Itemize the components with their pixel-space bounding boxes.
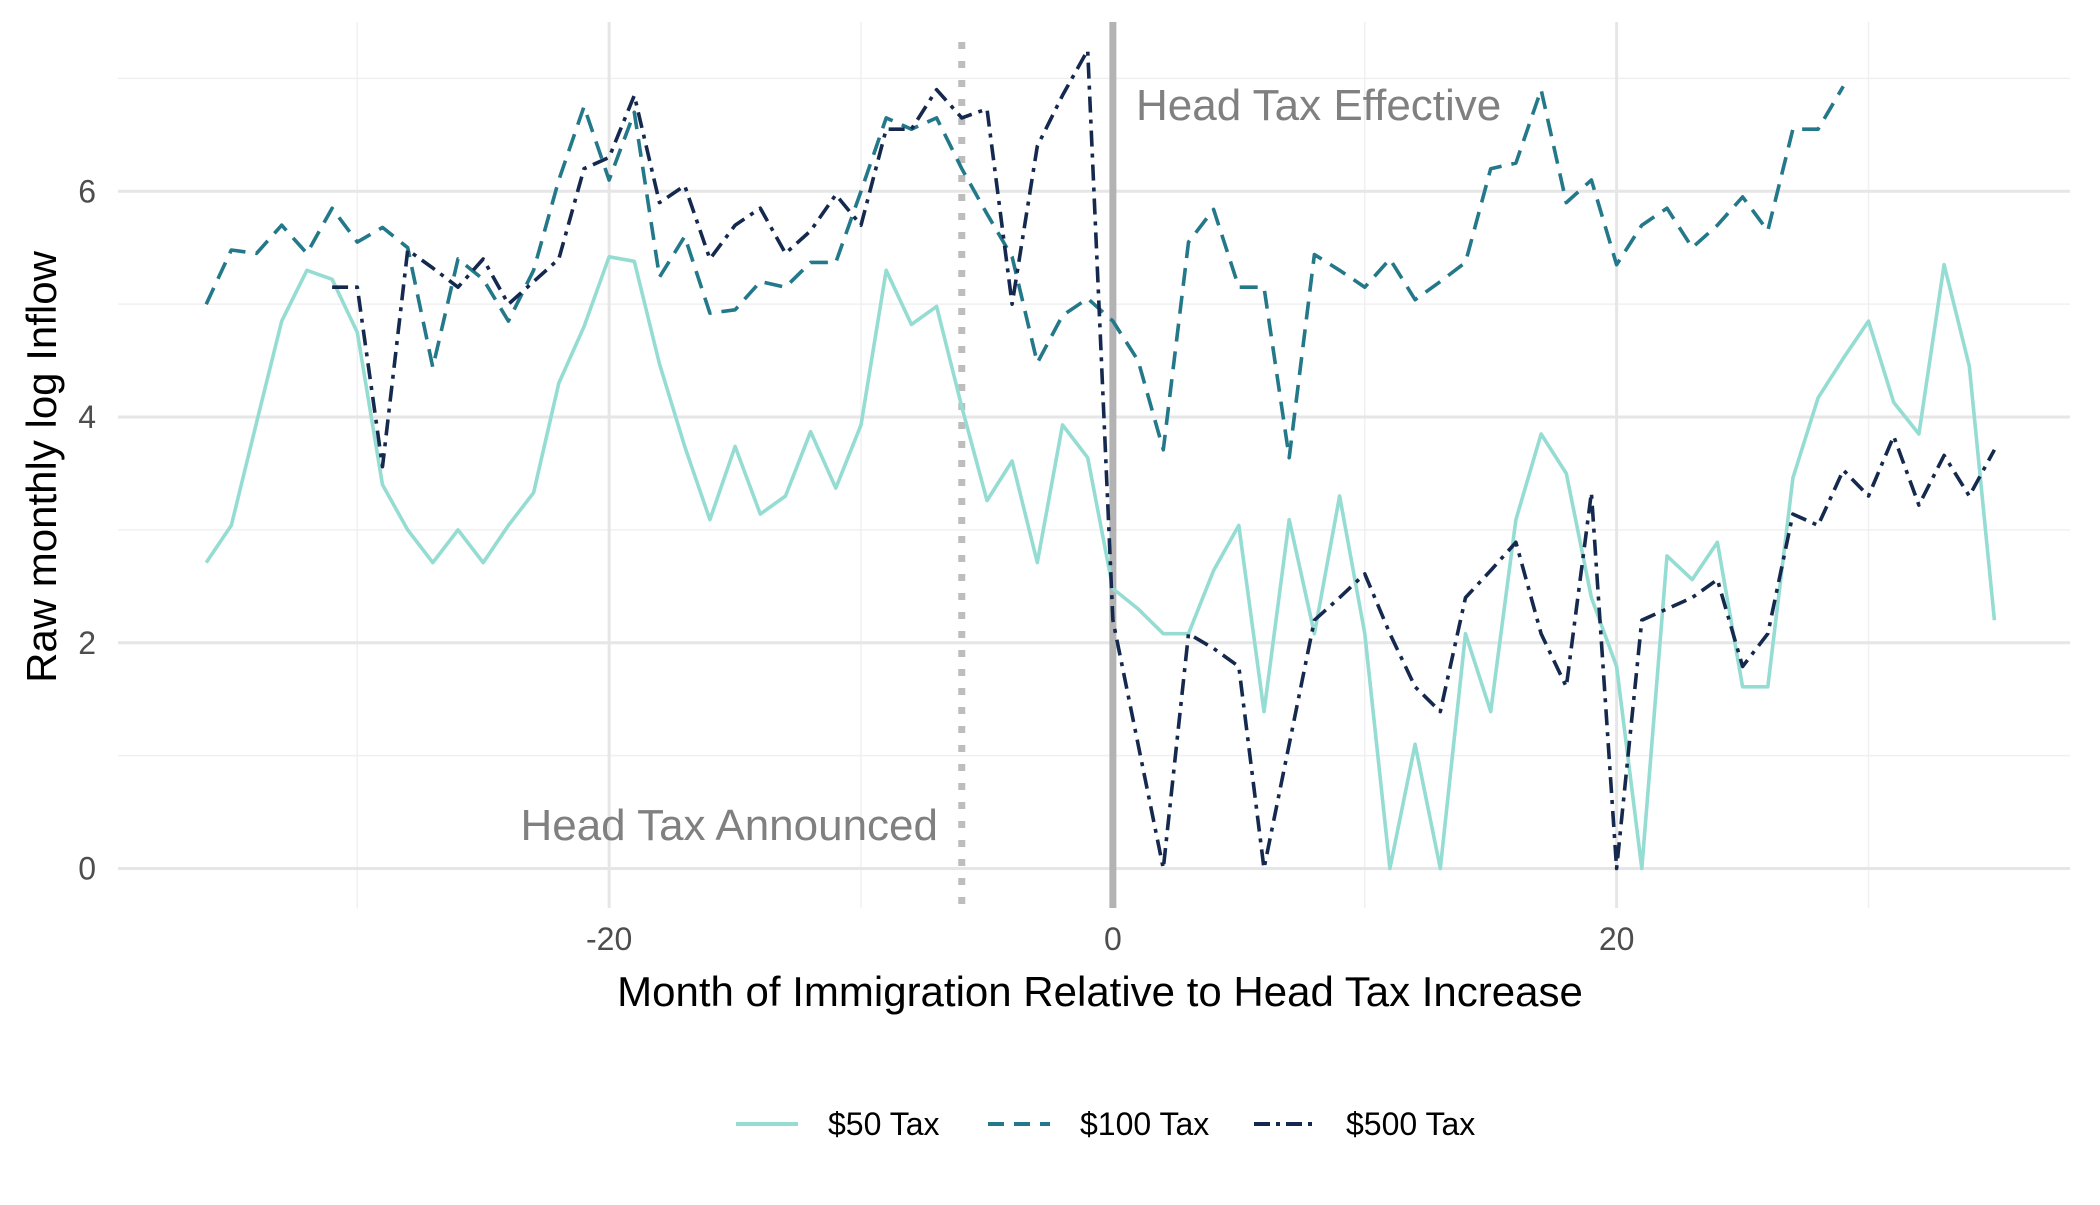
series-line-3 xyxy=(332,48,1996,871)
legend-label-2: $100 Tax xyxy=(1080,1106,1209,1142)
y-tick-label: 6 xyxy=(78,173,96,209)
legend-label-3: $500 Tax xyxy=(1346,1106,1475,1142)
axis-ticks: -20 0 20 0 2 4 6 xyxy=(78,173,1634,957)
series-line-1 xyxy=(204,254,1997,871)
x-tick-label: 0 xyxy=(1104,921,1122,957)
reference-lines xyxy=(958,22,1117,908)
grid xyxy=(118,22,2070,908)
y-tick-label: 2 xyxy=(78,625,96,661)
effective-annotation: Head Tax Effective xyxy=(1136,81,1501,130)
series-line-2 xyxy=(204,85,1845,460)
y-tick-label: 4 xyxy=(78,399,96,435)
x-tick-label: -20 xyxy=(586,921,632,957)
x-axis-title: Month of Immigration Relative to Head Ta… xyxy=(617,968,1583,1015)
y-axis-title: Raw monthly log Inflow xyxy=(18,250,65,683)
legend: $50 Tax $100 Tax $500 Tax xyxy=(736,1106,1475,1142)
x-tick-label: 20 xyxy=(1599,921,1635,957)
series-lines xyxy=(204,48,1997,871)
legend-label-1: $50 Tax xyxy=(828,1106,940,1142)
y-tick-label: 0 xyxy=(78,850,96,886)
announced-annotation: Head Tax Announced xyxy=(520,801,938,850)
